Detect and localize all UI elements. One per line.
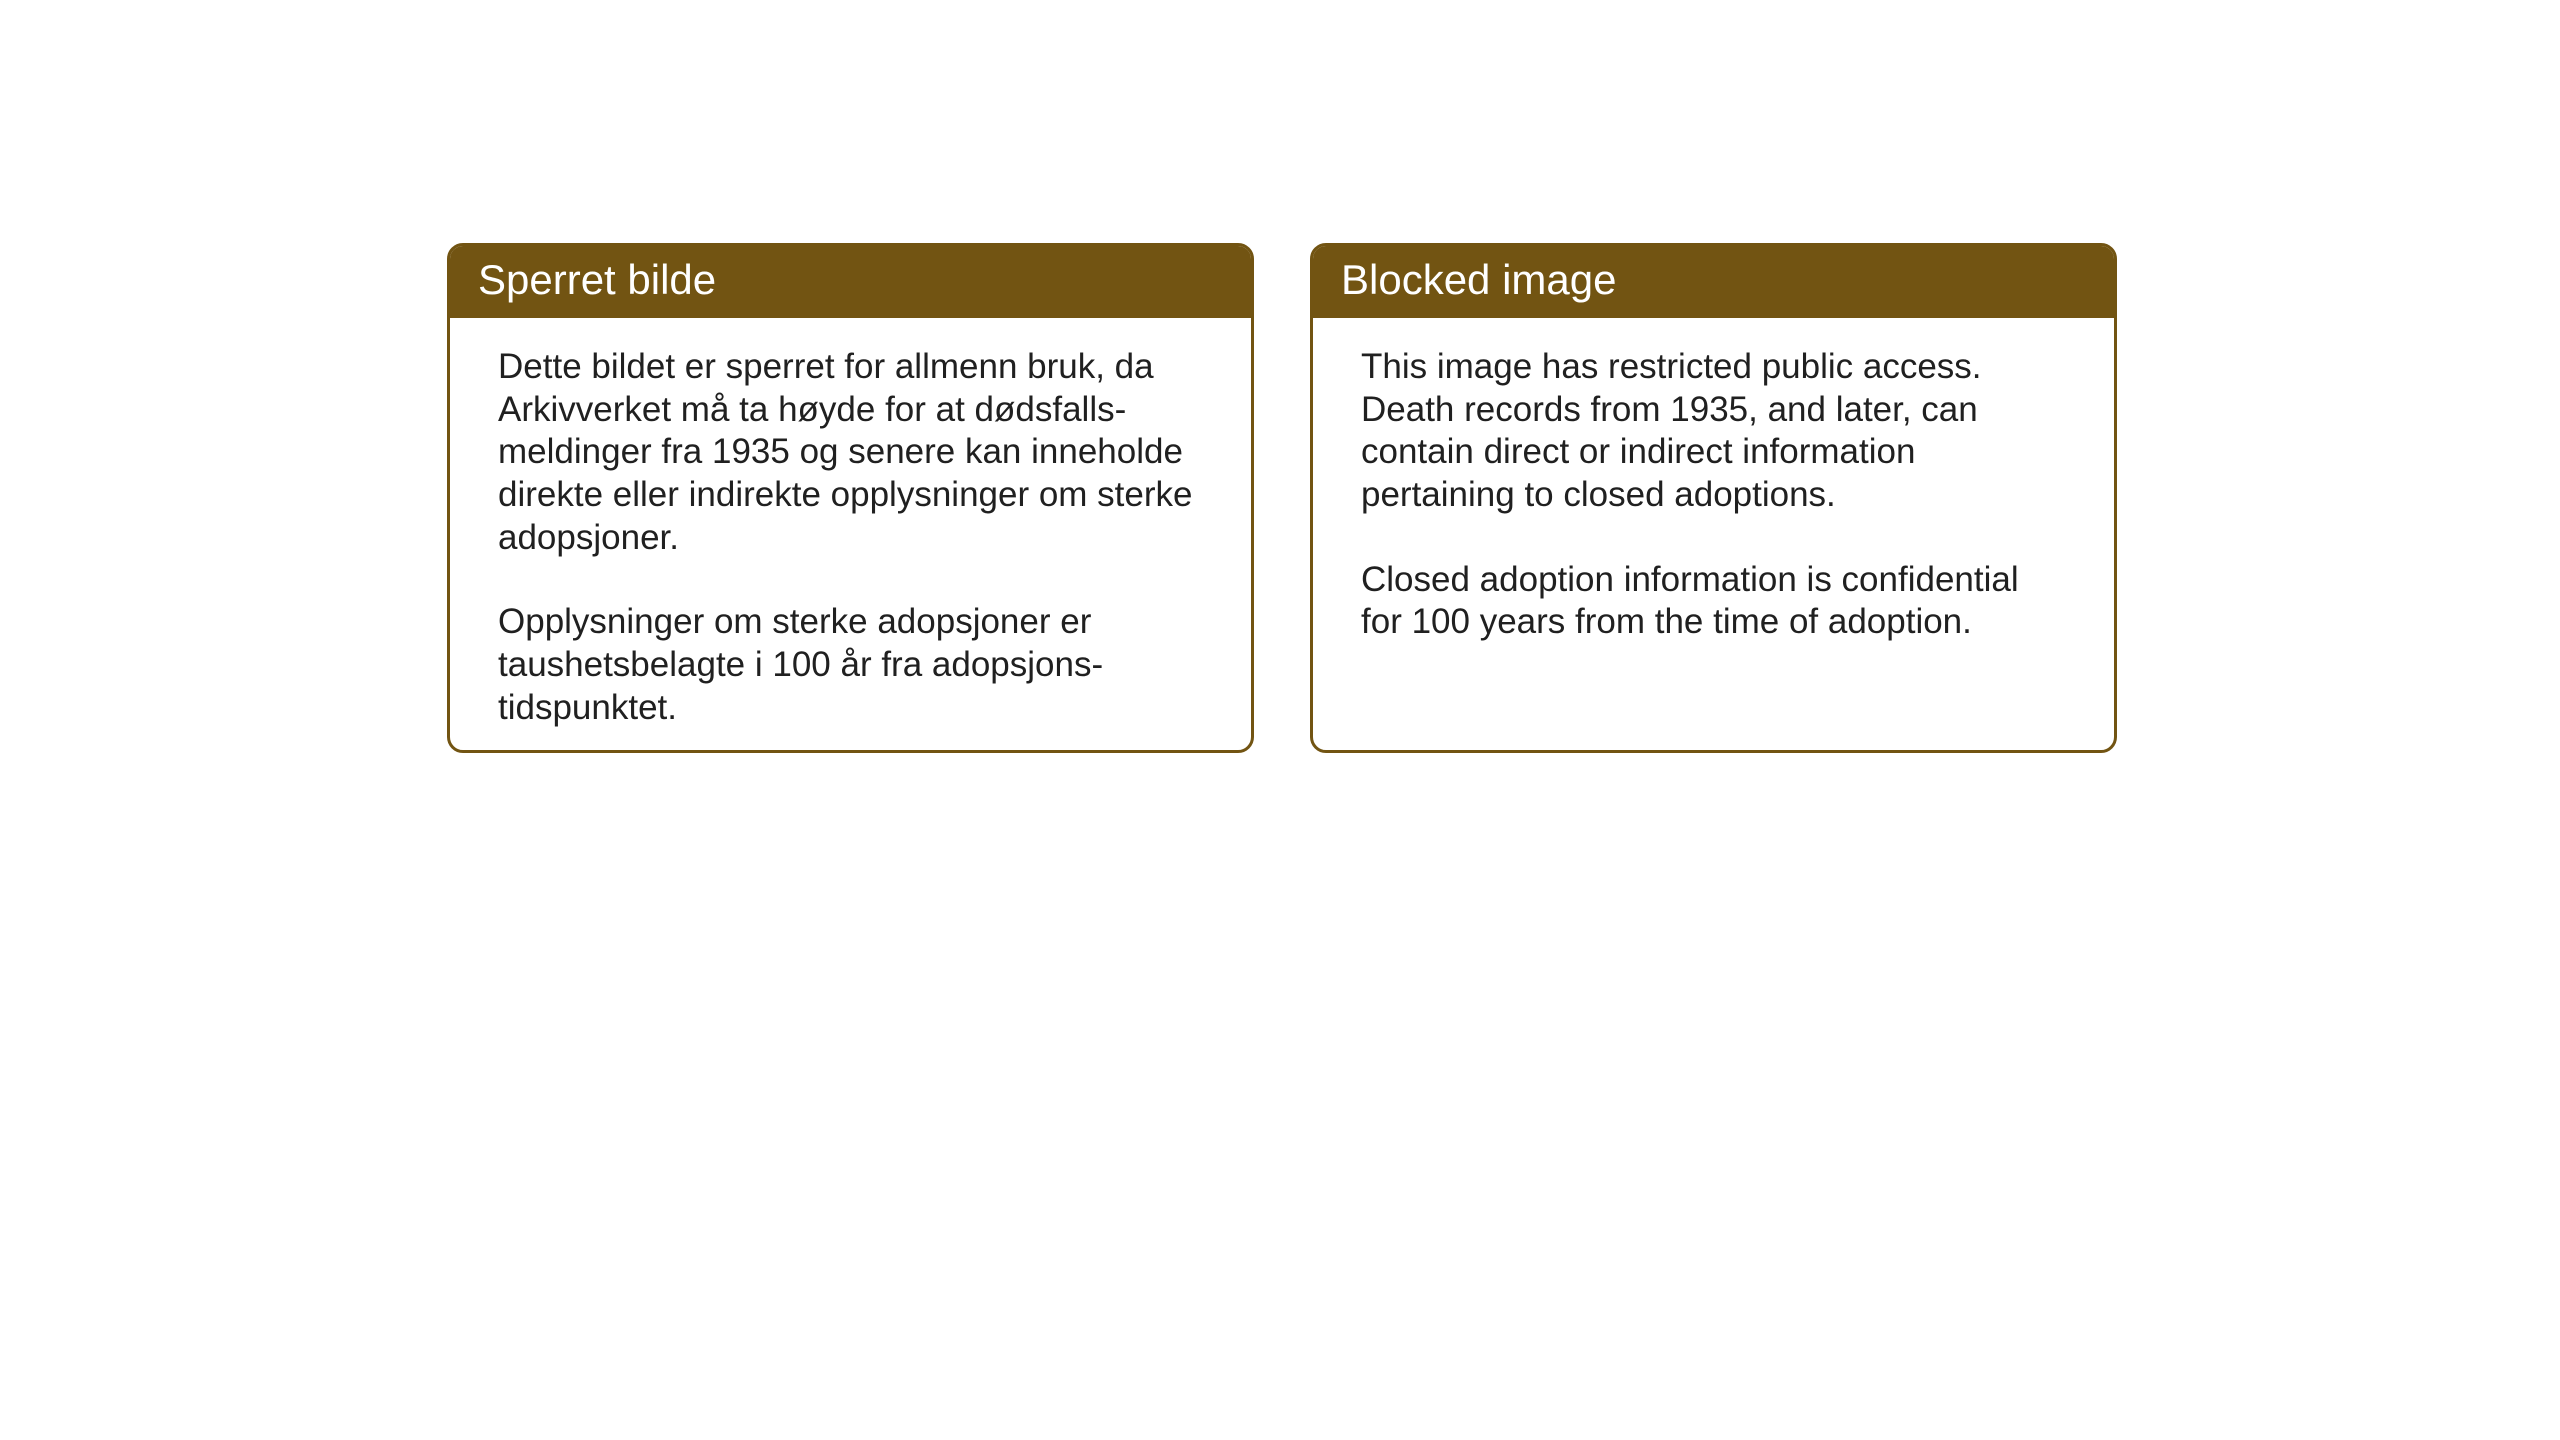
norwegian-paragraph-2: Opplysninger om sterke adopsjoner er tau… — [498, 601, 1203, 729]
norwegian-card-body: Dette bildet er sperret for allmenn bruk… — [450, 318, 1251, 753]
norwegian-paragraph-1: Dette bildet er sperret for allmenn bruk… — [498, 346, 1203, 559]
english-paragraph-2: Closed adoption information is confident… — [1361, 559, 2066, 644]
notice-cards-container: Sperret bilde Dette bildet er sperret fo… — [447, 243, 2117, 753]
norwegian-notice-card: Sperret bilde Dette bildet er sperret fo… — [447, 243, 1254, 753]
english-card-title: Blocked image — [1313, 246, 2114, 318]
english-paragraph-1: This image has restricted public access.… — [1361, 346, 2066, 517]
english-card-body: This image has restricted public access.… — [1313, 318, 2114, 672]
english-notice-card: Blocked image This image has restricted … — [1310, 243, 2117, 753]
norwegian-card-title: Sperret bilde — [450, 246, 1251, 318]
